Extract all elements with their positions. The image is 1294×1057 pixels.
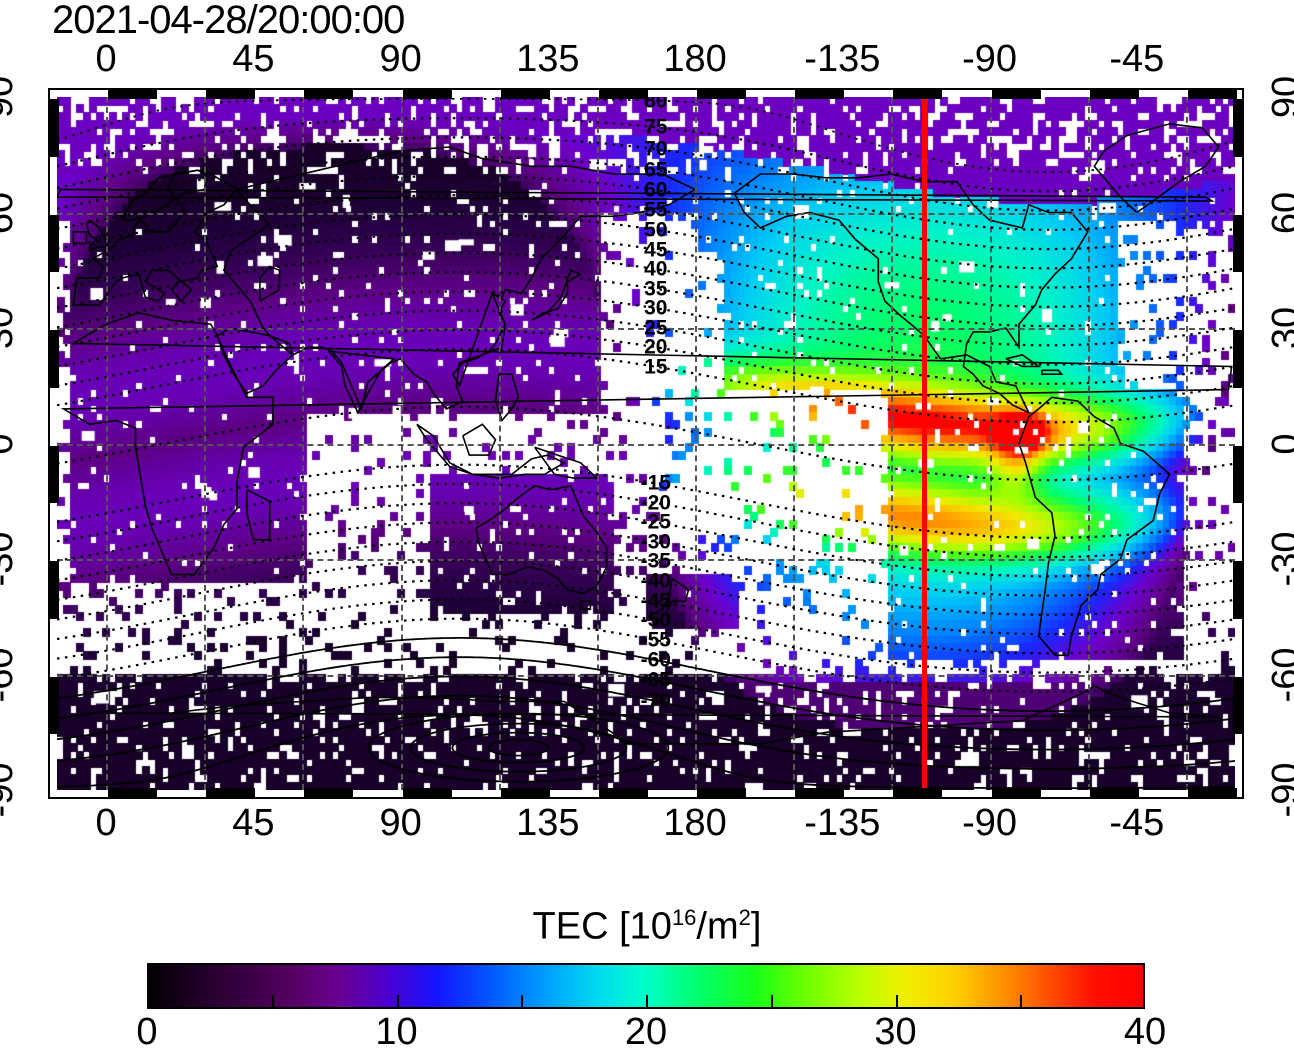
border-tick [108, 90, 157, 99]
border-tick [1233, 561, 1242, 619]
colorbar-title-end: ] [751, 906, 762, 948]
colorbar-minor-tick-10 [397, 995, 399, 1007]
colorbar-title: TEC [1016/m2] [533, 905, 762, 949]
border-tick [50, 446, 59, 504]
border-tick [1188, 788, 1237, 797]
colorbar-exponent-16: 16 [672, 905, 696, 930]
maglat-label--60: -60 [641, 650, 671, 671]
border-tick [1233, 446, 1242, 504]
colorbar-minor-tick-5 [272, 995, 274, 1007]
border-tick [1090, 788, 1139, 797]
lon-tick-bottom--90: -90 [962, 804, 1017, 842]
border-tick [50, 215, 59, 273]
maglat-label--55: -55 [641, 630, 671, 651]
maglat-contour-0 [57, 407, 1235, 480]
maglat-label-60: 60 [644, 180, 667, 201]
border-tick [1233, 215, 1242, 273]
colorbar-minor-tick-15 [521, 995, 523, 1007]
border-tick [304, 788, 353, 797]
border-tick [1233, 677, 1242, 735]
colorbar-title-mid: /m [696, 906, 738, 948]
border-tick [992, 788, 1041, 797]
maglat-label--65: -65 [641, 670, 671, 691]
magpole-ring-2 [452, 733, 584, 763]
border-tick [50, 677, 59, 735]
border-tick [403, 788, 452, 797]
maglat-label-70: 70 [644, 139, 667, 160]
maglat-label-65: 65 [644, 159, 667, 180]
lon-tick-bottom--135: -135 [804, 804, 880, 842]
border-tick [50, 561, 59, 619]
border-tick [108, 788, 157, 797]
colorbar-tick-10: 10 [375, 1013, 417, 1051]
border-tick [697, 788, 746, 797]
lon-tick-top--135: -135 [804, 40, 880, 78]
colorbar-minor-tick-35 [1020, 995, 1022, 1007]
lon-tick-bottom-180: 180 [663, 804, 726, 842]
border-tick [599, 90, 648, 99]
lon-tick-top-180: 180 [663, 40, 726, 78]
lon-tick-top-0: 0 [96, 40, 117, 78]
border-tick [992, 90, 1041, 99]
colorbar-minor-tick-25 [771, 995, 773, 1007]
magpole-ring-1 [410, 724, 626, 772]
colorbar-minor-tick-20 [646, 995, 648, 1007]
border-tick [304, 90, 353, 99]
colorbar-tick-0: 0 [136, 1013, 157, 1051]
colorbar-minor-tick-30 [896, 995, 898, 1007]
lon-tick-bottom-135: 135 [516, 804, 579, 842]
lon-tick-bottom-45: 45 [232, 804, 274, 842]
border-tick [1233, 330, 1242, 388]
south-magnetic-pole-contours [368, 714, 668, 782]
border-tick [697, 90, 746, 99]
colorbar-exponent-2: 2 [739, 905, 751, 930]
maglat-label-75: 75 [644, 117, 667, 138]
lon-tick-top--90: -90 [962, 40, 1017, 78]
lon-tick-top-135: 135 [516, 40, 579, 78]
colorbar-tick-30: 30 [874, 1013, 916, 1051]
map-plot-area[interactable]: 8075706560555045403530252015-15-20-25-30… [57, 97, 1235, 790]
tec-map-panel[interactable]: 8075706560555045403530252015-15-20-25-30… [48, 88, 1244, 799]
colorbar-tick-40: 40 [1124, 1013, 1166, 1051]
border-tick [501, 90, 550, 99]
lon-tick-top--45: -45 [1109, 40, 1164, 78]
magpole-ring-3 [488, 740, 548, 756]
colorbar-tick-20: 20 [625, 1013, 667, 1051]
border-tick [1090, 90, 1139, 99]
border-tick [206, 90, 255, 99]
page-title: 2021-04-28/20:00:00 [52, 0, 404, 43]
border-tick [795, 90, 844, 99]
border-tick [50, 99, 59, 157]
maglat-contour--80 [57, 715, 1235, 788]
lon-tick-top-45: 45 [232, 40, 274, 78]
border-tick [599, 788, 648, 797]
terminator-meridian-line [922, 97, 927, 790]
maglat-label-15: 15 [644, 356, 667, 377]
border-tick [795, 788, 844, 797]
border-tick [206, 788, 255, 797]
maglat-label--70: -70 [641, 691, 671, 712]
lon-tick-top-90: 90 [379, 40, 421, 78]
border-tick [1233, 99, 1242, 157]
colorbar-title-main: TEC [10 [533, 906, 672, 948]
border-tick [403, 90, 452, 99]
lon-tick-bottom-0: 0 [96, 804, 117, 842]
border-tick [501, 788, 550, 797]
border-tick [1188, 90, 1237, 99]
border-tick [893, 788, 942, 797]
lon-tick-bottom--45: -45 [1109, 804, 1164, 842]
border-tick [893, 90, 942, 99]
maglat-label-80: 80 [644, 97, 667, 111]
lon-tick-bottom-90: 90 [379, 804, 421, 842]
border-tick [50, 330, 59, 388]
